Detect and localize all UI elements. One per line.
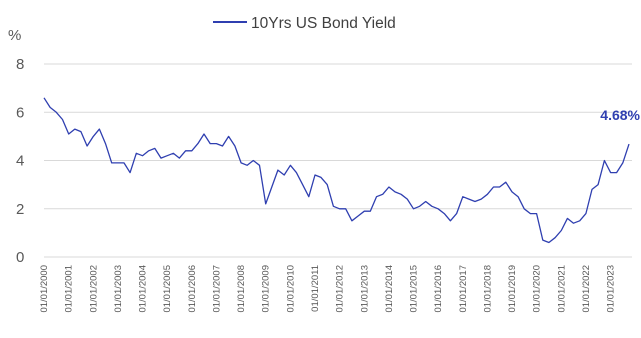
x-tick-label: 01/01/2006: [187, 265, 198, 313]
x-tick-label: 01/01/2009: [261, 265, 272, 313]
legend: 10Yrs US Bond Yield: [213, 15, 396, 32]
x-tick-label: 01/01/2019: [507, 265, 518, 313]
x-tick-label: 01/01/2012: [335, 265, 346, 313]
x-tick-label: 01/01/2007: [211, 265, 222, 313]
x-tick-label: 01/01/2015: [408, 265, 419, 313]
y-tick-label: 2: [16, 201, 24, 218]
x-tick-label: 01/01/2023: [606, 265, 617, 313]
y-tick-label: 4: [16, 153, 24, 170]
annotations: 4.68%: [600, 107, 640, 123]
legend-label: 10Yrs US Bond Yield: [251, 15, 396, 32]
y-axis-unit-label: %: [8, 27, 21, 44]
x-tick-label: 01/01/2008: [236, 265, 247, 313]
x-tick-label: 01/01/2011: [310, 265, 321, 312]
x-tick-label: 01/01/2000: [39, 265, 50, 313]
x-tick-label: 01/01/2022: [581, 265, 592, 313]
y-tick-label: 8: [16, 56, 24, 73]
x-tick-label: 01/01/2017: [458, 265, 469, 313]
x-tick-label: 01/01/2010: [285, 265, 296, 313]
x-tick-label: 01/01/2016: [433, 265, 444, 313]
x-tick-label: 01/01/2002: [88, 265, 99, 313]
annotation-last-value: 4.68%: [600, 107, 640, 123]
y-tick-label: 0: [16, 249, 24, 266]
x-tick-label: 01/01/2001: [64, 265, 75, 313]
x-tick-label: 01/01/2021: [556, 265, 567, 313]
x-tick-label: 01/01/2004: [138, 265, 149, 313]
x-axis-ticks: 01/01/2000 01/01/2001 01/01/2002 01/01/2003…: [39, 265, 617, 313]
x-tick-label: 01/01/2020: [532, 265, 543, 313]
x-tick-label: 01/01/2013: [359, 265, 370, 313]
x-tick-label: 01/01/2014: [384, 265, 395, 313]
x-tick-label: 01/01/2003: [113, 265, 124, 313]
gridlines: [44, 63, 632, 258]
x-tick-label: 01/01/2018: [482, 265, 493, 313]
y-tick-label: 6: [16, 104, 24, 121]
series-line-10yr-yield: [43, 97, 630, 244]
y-axis-ticks: 0 2 4 6 8: [16, 56, 24, 266]
x-tick-label: 01/01/2005: [162, 265, 173, 313]
